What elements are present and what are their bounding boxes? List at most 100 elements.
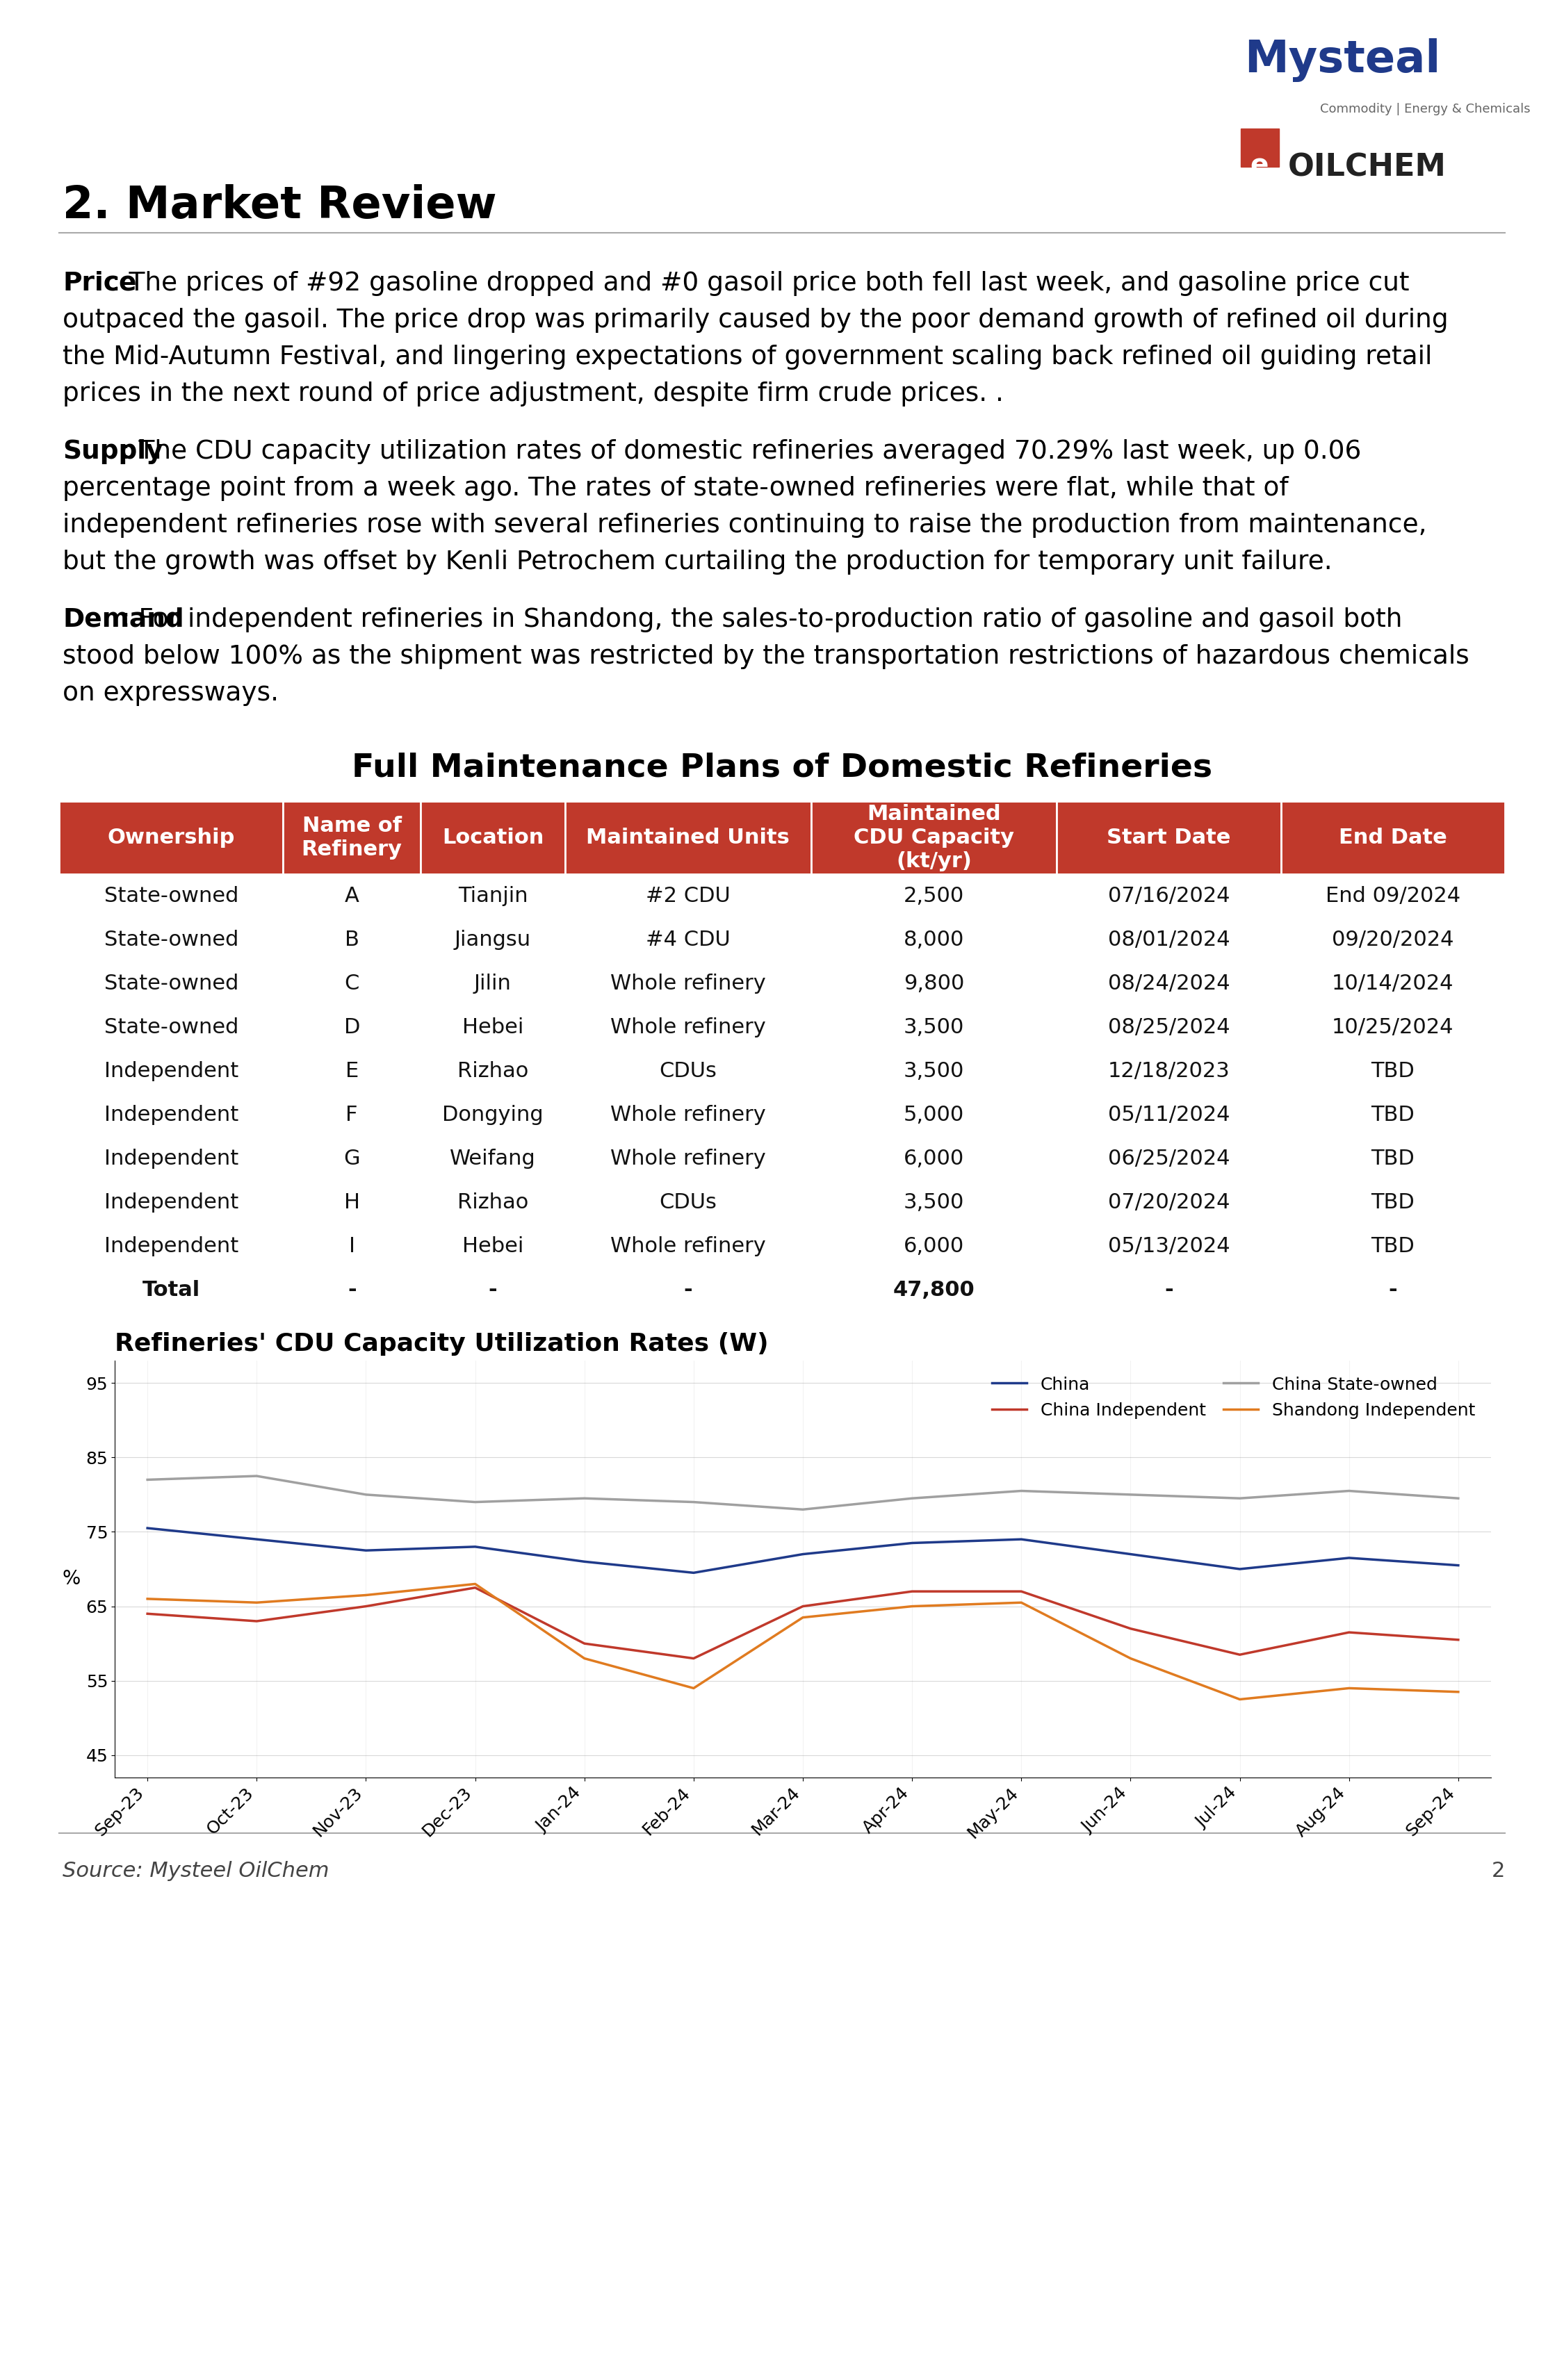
Bar bbox=[421, 1092, 565, 1138]
Shandong Independent bbox=[1231, 1685, 1250, 1714]
Text: Maintained Units: Maintained Units bbox=[586, 828, 790, 847]
Bar bbox=[565, 1138, 810, 1180]
Text: -: - bbox=[683, 1280, 693, 1299]
Text: Dongying: Dongying bbox=[443, 1104, 543, 1126]
Text: 07/20/2024: 07/20/2024 bbox=[1107, 1192, 1229, 1211]
Bar bbox=[59, 919, 283, 962]
Text: 2,500: 2,500 bbox=[904, 885, 963, 907]
Bar bbox=[421, 873, 565, 919]
China State-owned bbox=[902, 1485, 921, 1514]
Bar bbox=[59, 962, 283, 1004]
Bar bbox=[810, 1050, 1057, 1092]
Text: State-owned: State-owned bbox=[103, 1016, 238, 1038]
Bar bbox=[1057, 1180, 1281, 1223]
Text: stood below 100% as the shipment was restricted by the transportation restrictio: stood below 100% as the shipment was res… bbox=[63, 645, 1469, 669]
Bar bbox=[1281, 919, 1505, 962]
Shandong Independent bbox=[902, 1592, 921, 1621]
Text: G: G bbox=[344, 1150, 360, 1169]
Bar bbox=[1281, 1223, 1505, 1269]
Shandong Independent bbox=[576, 1645, 594, 1673]
Bar bbox=[59, 1180, 283, 1223]
Text: #4 CDU: #4 CDU bbox=[646, 931, 730, 950]
Text: independent refineries rose with several refineries continuing to raise the prod: independent refineries rose with several… bbox=[63, 512, 1426, 538]
Shandong Independent bbox=[138, 1585, 156, 1614]
Bar bbox=[1057, 962, 1281, 1004]
China Independent bbox=[1340, 1618, 1359, 1647]
Bar bbox=[283, 962, 421, 1004]
Bar bbox=[810, 1004, 1057, 1050]
China bbox=[247, 1526, 266, 1554]
Text: Full Maintenance Plans of Domestic Refineries: Full Maintenance Plans of Domestic Refin… bbox=[352, 752, 1212, 783]
Y-axis label: %: % bbox=[63, 1568, 80, 1587]
Text: 2. Market Review: 2. Market Review bbox=[63, 183, 497, 226]
Text: Demand: Demand bbox=[63, 607, 185, 633]
Bar bbox=[1057, 1269, 1281, 1311]
Shandong Independent bbox=[1448, 1678, 1467, 1706]
Bar bbox=[421, 1004, 565, 1050]
Bar bbox=[283, 1092, 421, 1138]
Text: Independent: Independent bbox=[103, 1061, 238, 1081]
Text: Whole refinery: Whole refinery bbox=[610, 1235, 766, 1257]
China bbox=[793, 1540, 812, 1568]
Line: China Independent: China Independent bbox=[147, 1587, 1458, 1659]
Bar bbox=[810, 1223, 1057, 1269]
Text: B: B bbox=[344, 931, 360, 950]
Bar bbox=[1281, 1269, 1505, 1311]
Bar bbox=[565, 1269, 810, 1311]
Text: 10/14/2024: 10/14/2024 bbox=[1333, 973, 1455, 995]
China State-owned bbox=[247, 1461, 266, 1490]
Bar bbox=[565, 1004, 810, 1050]
Bar bbox=[283, 1050, 421, 1092]
Bar bbox=[1281, 1050, 1505, 1092]
Text: 3,500: 3,500 bbox=[904, 1192, 963, 1211]
Shandong Independent bbox=[1121, 1645, 1140, 1673]
Text: Source: Mysteel OilChem: Source: Mysteel OilChem bbox=[63, 1861, 328, 1880]
China Independent bbox=[357, 1592, 375, 1621]
Bar bbox=[1057, 802, 1281, 873]
Text: 8,000: 8,000 bbox=[904, 931, 963, 950]
Line: China State-owned: China State-owned bbox=[147, 1476, 1458, 1509]
Text: H: H bbox=[344, 1192, 360, 1211]
Bar bbox=[565, 1092, 810, 1138]
Text: TBD: TBD bbox=[1372, 1061, 1415, 1081]
Text: -: - bbox=[347, 1280, 357, 1299]
Text: 08/24/2024: 08/24/2024 bbox=[1107, 973, 1229, 995]
Bar bbox=[1281, 873, 1505, 919]
China bbox=[683, 1559, 702, 1587]
Shandong Independent bbox=[466, 1571, 485, 1599]
Text: Location: Location bbox=[443, 828, 544, 847]
Bar bbox=[1057, 873, 1281, 919]
Text: 6,000: 6,000 bbox=[904, 1235, 963, 1257]
Bar bbox=[59, 1050, 283, 1092]
Text: State-owned: State-owned bbox=[103, 973, 238, 995]
Text: prices in the next round of price adjustment, despite firm crude prices. .: prices in the next round of price adjust… bbox=[63, 381, 1004, 407]
Text: 47,800: 47,800 bbox=[893, 1280, 974, 1299]
Bar bbox=[59, 1092, 283, 1138]
Bar bbox=[810, 1138, 1057, 1180]
China bbox=[1231, 1554, 1250, 1583]
Bar bbox=[565, 873, 810, 919]
Text: CDUs: CDUs bbox=[658, 1192, 716, 1211]
Bar bbox=[810, 1092, 1057, 1138]
China Independent bbox=[1448, 1626, 1467, 1654]
Bar bbox=[421, 962, 565, 1004]
Text: TBD: TBD bbox=[1372, 1150, 1415, 1169]
Text: 3,500: 3,500 bbox=[904, 1016, 963, 1038]
China State-owned bbox=[1231, 1485, 1250, 1514]
Text: End Date: End Date bbox=[1339, 828, 1447, 847]
Text: Hebei: Hebei bbox=[461, 1016, 524, 1038]
Text: : The prices of #92 gasoline dropped and #0 gasoil price both fell last week, an: : The prices of #92 gasoline dropped and… bbox=[113, 271, 1409, 295]
Bar bbox=[810, 873, 1057, 919]
Text: Supply: Supply bbox=[63, 440, 163, 464]
Text: -: - bbox=[488, 1280, 497, 1299]
Text: 06/25/2024: 06/25/2024 bbox=[1107, 1150, 1229, 1169]
Text: Total: Total bbox=[142, 1280, 200, 1299]
Text: percentage point from a week ago. The rates of state-owned refineries were flat,: percentage point from a week ago. The ra… bbox=[63, 476, 1289, 502]
Bar bbox=[59, 1269, 283, 1311]
Legend: China, China Independent, China State-owned, Shandong Independent: China, China Independent, China State-ow… bbox=[985, 1368, 1483, 1426]
Text: Independent: Independent bbox=[103, 1150, 238, 1169]
Bar bbox=[421, 1180, 565, 1223]
Text: Rizhao: Rizhao bbox=[457, 1192, 529, 1211]
Text: Name of
Refinery: Name of Refinery bbox=[302, 816, 402, 859]
Text: CDUs: CDUs bbox=[658, 1061, 716, 1081]
